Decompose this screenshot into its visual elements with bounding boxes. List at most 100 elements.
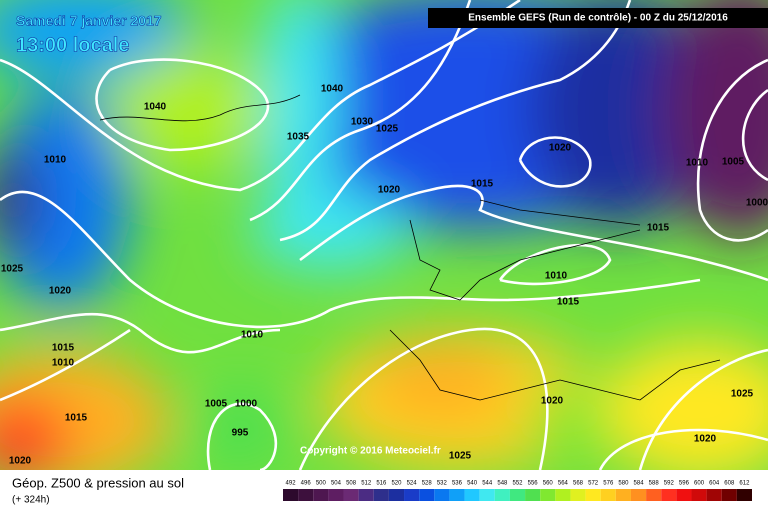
legend-label: 584 <box>634 481 645 487</box>
legend-label: 604 <box>709 481 720 487</box>
legend-swatch <box>313 489 329 501</box>
legend-label: 544 <box>482 481 493 487</box>
legend-label: 540 <box>467 481 478 487</box>
isobar-label: 1000 <box>235 399 258 410</box>
legend-swatch <box>525 489 541 501</box>
isobar-label: 1010 <box>686 158 709 169</box>
isobar-label: 1020 <box>549 143 572 154</box>
legend-swatch <box>691 489 707 501</box>
isobar-label: 1000 <box>746 198 768 209</box>
legend-swatch <box>343 489 359 501</box>
isobar-label: 1025 <box>449 451 472 462</box>
legend-label: 536 <box>452 481 463 487</box>
legend-swatch <box>555 489 571 501</box>
legend-swatch <box>509 489 526 501</box>
legend-swatch <box>646 489 662 501</box>
run-info: Ensemble GEFS (Run de contrôle) - 00 Z d… <box>468 13 728 24</box>
legend-label: 612 <box>739 481 750 487</box>
legend-swatch <box>434 489 450 501</box>
legend-label: 556 <box>528 481 539 487</box>
legend-label: 528 <box>422 481 433 487</box>
legend-swatch <box>419 489 435 501</box>
legend-label: 560 <box>543 481 554 487</box>
isobar-label: 1030 <box>351 117 374 128</box>
legend-swatch <box>630 489 647 501</box>
isobar-label: 1010 <box>241 330 264 341</box>
legend-swatch <box>298 489 314 501</box>
isobar-label: 1010 <box>545 271 568 282</box>
isobar-label: 1040 <box>144 102 167 113</box>
map-time: 13:00 locale <box>16 34 129 56</box>
isobar-label: 1005 <box>205 399 228 410</box>
isobars <box>0 0 768 470</box>
legend-swatch <box>706 489 722 501</box>
legend-swatch <box>373 489 389 501</box>
legend-label: 500 <box>316 481 327 487</box>
legend-swatch <box>358 489 374 501</box>
legend-label: 552 <box>512 481 523 487</box>
legend-label: 504 <box>331 481 342 487</box>
legend: 492 496 500 504 508 512 516 520 524 528 532 536 540 5… <box>283 481 752 501</box>
isobar-label: 1020 <box>541 396 564 407</box>
legend-label: 492 <box>286 481 297 487</box>
legend-swatch <box>464 489 480 501</box>
isobar-label: 1020 <box>378 185 401 196</box>
isobar-label: 1020 <box>9 456 32 467</box>
isobar-label: 1015 <box>647 223 670 234</box>
legend-label: 600 <box>694 481 705 487</box>
isobar-label: 1010 <box>44 155 67 166</box>
isobar-label: 1015 <box>52 343 75 354</box>
isobar-label: 1015 <box>65 413 88 424</box>
legend-label: 576 <box>603 481 614 487</box>
isobar-label: 1040 <box>321 84 344 95</box>
legend-swatch <box>283 489 299 501</box>
legend-swatch <box>404 489 420 501</box>
legend-swatch <box>600 489 616 501</box>
isobar-label: 1035 <box>287 132 310 143</box>
legend-label: 568 <box>573 481 584 487</box>
isobar-label: 1005 <box>722 157 745 168</box>
legend-label: 580 <box>618 481 629 487</box>
legend-swatch <box>736 489 752 501</box>
legend-swatch <box>328 489 344 501</box>
isobar-label: 1010 <box>52 358 75 369</box>
isobar-label: 995 <box>232 428 249 439</box>
legend-swatch <box>540 489 556 501</box>
footer-lead: (+ 324h) <box>12 495 50 506</box>
map-date: Samedi 7 janvier 2017 <box>16 13 162 29</box>
legend-swatch <box>661 489 677 501</box>
legend-label: 596 <box>679 481 690 487</box>
legend-swatch <box>449 489 465 501</box>
legend-label: 520 <box>391 481 402 487</box>
run-box <box>428 8 768 28</box>
legend-label: 524 <box>407 481 418 487</box>
legend-label: 564 <box>558 481 569 487</box>
legend-swatch <box>676 489 692 501</box>
legend-swatch <box>494 489 510 501</box>
legend-label: 508 <box>346 481 357 487</box>
legend-swatch <box>388 489 405 501</box>
isobar-label: 1015 <box>471 179 494 190</box>
legend-swatch <box>615 489 631 501</box>
isobar-label: 1025 <box>731 389 754 400</box>
isobar-label: 1025 <box>376 124 399 135</box>
coastlines <box>99 94 721 401</box>
isobar-label: 1015 <box>557 297 580 308</box>
isobar-labels: 1040104010351030102510101020101510201010… <box>1 84 768 467</box>
legend-label: 592 <box>664 481 675 487</box>
copyright: Copyright © 2016 Meteociel.fr <box>300 446 441 457</box>
legend-label: 572 <box>588 481 599 487</box>
isobar-label: 1025 <box>1 264 24 275</box>
footer-title: Géop. Z500 & pression au sol <box>12 475 184 490</box>
legend-label: 608 <box>724 481 735 487</box>
legend-label: 532 <box>437 481 448 487</box>
legend-label: 512 <box>361 481 372 487</box>
pressure-field <box>0 0 768 470</box>
legend-label: 496 <box>301 481 312 487</box>
legend-swatch <box>570 489 586 501</box>
legend-swatch <box>479 489 495 501</box>
isobar-label: 1020 <box>694 434 717 445</box>
legend-swatch <box>721 489 737 501</box>
legend-swatch <box>585 489 601 501</box>
